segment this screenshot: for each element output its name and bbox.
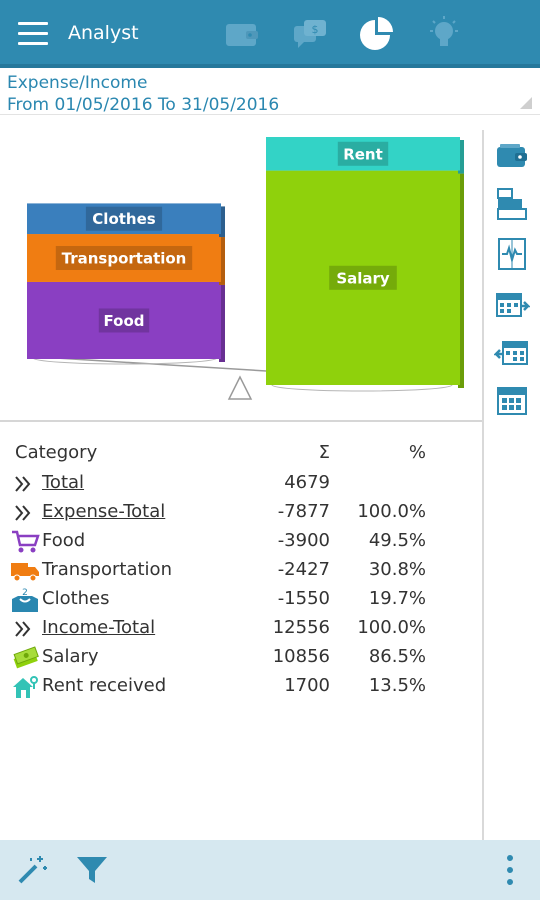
wallet-icon[interactable] xyxy=(494,138,530,174)
magic-wand-icon[interactable] xyxy=(14,852,50,888)
table-header: Category Σ % xyxy=(0,436,482,470)
lightbulb-icon[interactable] xyxy=(424,14,464,54)
row-sum: -1550 xyxy=(277,588,330,609)
header-sum: Σ xyxy=(318,442,330,463)
table-row[interactable]: 2 Clothes -1550 19.7% xyxy=(0,586,482,615)
row-percent: 100.0% xyxy=(357,501,426,522)
table-row[interactable]: Total 4679 xyxy=(0,470,482,499)
row-percent: 86.5% xyxy=(368,646,426,667)
double-chevron-icon xyxy=(10,500,40,526)
wallet-icon[interactable] xyxy=(222,14,262,54)
row-category: Rent received xyxy=(42,675,167,696)
income-bar-side-salary xyxy=(458,173,464,388)
table-row[interactable]: Expense-Total -7877 100.0% xyxy=(0,499,482,528)
money-icon xyxy=(10,645,40,671)
report-title: Expense/Income xyxy=(7,73,148,93)
row-sum: 12556 xyxy=(272,617,330,638)
row-category: Food xyxy=(42,530,86,551)
row-percent: 49.5% xyxy=(368,530,426,551)
row-percent: 19.7% xyxy=(368,588,426,609)
row-category: Salary xyxy=(42,646,99,667)
header-divider xyxy=(0,114,540,115)
expense-label-box-clothes xyxy=(85,206,163,231)
svg-text:2: 2 xyxy=(22,588,28,598)
table-row[interactable]: Salary 10856 86.5% xyxy=(0,644,482,673)
row-category: Clothes xyxy=(42,588,110,609)
row-sum: 10856 xyxy=(272,646,330,667)
shopping-cart-icon xyxy=(10,529,40,555)
compare-icon[interactable] xyxy=(494,236,530,272)
row-percent: 13.5% xyxy=(368,675,426,696)
expense-bar-side-clothes xyxy=(219,206,225,238)
clothes-box-icon: 2 xyxy=(10,587,40,613)
header-percent: % xyxy=(408,442,426,463)
bottom-bar xyxy=(0,840,540,900)
scale-fulcrum xyxy=(227,375,253,400)
row-sum: 4679 xyxy=(284,472,330,493)
table-row[interactable]: Transportation -2427 30.8% xyxy=(0,557,482,586)
expense-label-box-transportation xyxy=(55,246,193,271)
income-bar-side-rent xyxy=(458,140,464,174)
stack-icon[interactable] xyxy=(494,186,530,222)
calendar-prev-icon[interactable] xyxy=(492,334,530,370)
balance-chart: Food Transportation Clothes Salary Rent xyxy=(0,115,482,420)
double-chevron-icon xyxy=(10,471,40,497)
expense-label-transportation: Transportation xyxy=(62,250,187,268)
row-sum: -7877 xyxy=(277,501,330,522)
period-dropdown-corner[interactable] xyxy=(520,97,532,109)
app-bar: Analyst $ xyxy=(0,0,540,68)
calendar-icon[interactable] xyxy=(494,382,530,418)
expense-label-box-food xyxy=(98,308,150,333)
row-category[interactable]: Total xyxy=(42,472,85,493)
row-sum: -3900 xyxy=(277,530,330,551)
report-header: Expense/Income From 01/05/2016 To 31/05/… xyxy=(7,72,279,116)
row-category: Transportation xyxy=(42,559,172,580)
pie-chart-icon[interactable] xyxy=(356,14,396,54)
more-vert-icon[interactable] xyxy=(492,852,528,888)
table-row[interactable]: Rent received 1700 13.5% xyxy=(0,673,482,702)
row-category[interactable]: Income-Total xyxy=(42,617,156,638)
income-label-box-salary xyxy=(329,265,397,290)
table-row[interactable]: Food -3900 49.5% xyxy=(0,528,482,557)
truck-icon xyxy=(10,558,40,584)
category-table: Category Σ % Total 4679 Expense-Total -7877… xyxy=(0,436,482,702)
expense-bar-side-transportation xyxy=(219,237,225,285)
filter-icon[interactable] xyxy=(74,852,110,888)
row-percent: 100.0% xyxy=(357,617,426,638)
income-label-rent: Rent xyxy=(343,145,383,163)
hamburger-menu-icon[interactable] xyxy=(18,22,48,46)
chart-divider xyxy=(0,420,484,422)
income-label-box-rent xyxy=(337,141,389,166)
svg-text:$: $ xyxy=(312,23,319,36)
income-label-salary: Salary xyxy=(336,269,390,287)
app-title: Analyst xyxy=(68,22,139,44)
header-category: Category xyxy=(15,442,98,463)
double-chevron-icon xyxy=(10,616,40,642)
report-period[interactable]: From 01/05/2016 To 31/05/2016 xyxy=(7,95,280,115)
expense-label-food: Food xyxy=(104,312,145,330)
expense-label-clothes: Clothes xyxy=(92,210,155,228)
transfer-icon[interactable]: $ xyxy=(290,14,330,54)
row-sum: -2427 xyxy=(277,559,330,580)
expense-bar-side-food xyxy=(219,284,225,362)
row-sum: 1700 xyxy=(284,675,330,696)
side-divider xyxy=(482,130,484,840)
calendar-next-icon[interactable] xyxy=(494,286,532,322)
table-row[interactable]: Income-Total 12556 100.0% xyxy=(0,615,482,644)
row-category[interactable]: Expense-Total xyxy=(42,501,166,522)
house-icon xyxy=(10,674,40,700)
row-percent: 30.8% xyxy=(368,559,426,580)
